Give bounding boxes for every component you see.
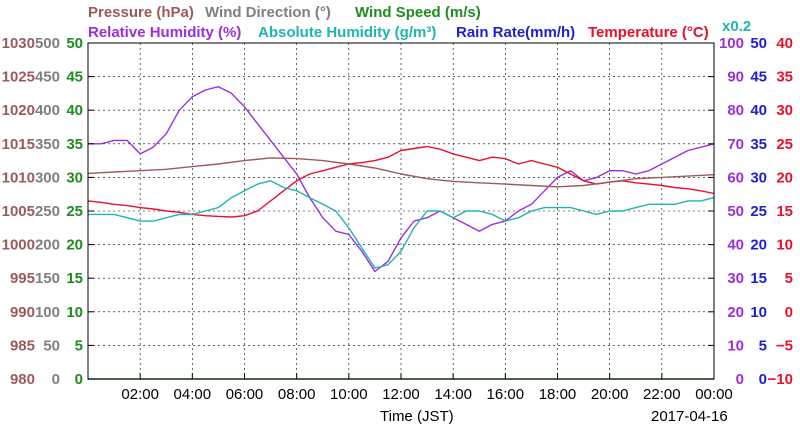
x-axis-label: Time (JST) xyxy=(380,408,454,425)
right-tick-label: 25 xyxy=(776,136,793,153)
right-tick-label: 15 xyxy=(776,203,793,220)
x-tick-label: 04:00 xyxy=(174,386,212,403)
right-tick-label: 20 xyxy=(727,304,744,321)
x-tick-label: 12:00 xyxy=(382,386,420,403)
series-line-pressure-hpa xyxy=(87,157,715,188)
left-tick-label: 20 xyxy=(66,237,83,254)
left-tick-label: 995 xyxy=(10,270,35,287)
right-tick-label: 80 xyxy=(727,102,744,119)
x-axis-ticks: 02:00 04:00 06:00 08:00 10:00 12:00 14:00 16:00… xyxy=(121,373,733,403)
series-line-relative-humidity xyxy=(88,85,715,273)
right-tick-label: 40 xyxy=(776,35,793,52)
x-tick-label: 02:00 xyxy=(121,386,159,403)
right-tick-label: 70 xyxy=(727,136,744,153)
left-tick-label: 350 xyxy=(35,136,60,153)
left-tick-label: 25 xyxy=(66,203,83,220)
right-tick-label: 60 xyxy=(727,169,744,186)
x-tick-label: 20:00 xyxy=(591,386,629,403)
left-tick-label: 300 xyxy=(35,169,60,186)
right-tick-label: 50 xyxy=(727,203,744,220)
left-tick-label: 50 xyxy=(66,35,83,52)
left-tick-label: 30 xyxy=(66,169,83,186)
right-tick-label: 5 xyxy=(759,337,767,354)
left-tick-label: 500 xyxy=(35,35,60,52)
right-tick-label: 40 xyxy=(727,237,744,254)
right-tick-label: −5 xyxy=(776,337,793,354)
legend-wind-direction: Wind Direction (°) xyxy=(205,4,331,21)
right-tick-label: 35 xyxy=(750,136,767,153)
x-tick-label: 00:00 xyxy=(695,386,733,403)
left-tick-label: 400 xyxy=(35,102,60,119)
right-tick-label: 30 xyxy=(727,270,744,287)
left-tick-label: 1030 xyxy=(2,35,35,52)
right-axis-ticks: 1009080706050403020100504540353025201510… xyxy=(708,35,793,388)
left-tick-label: 250 xyxy=(35,203,60,220)
left-tick-label: 40 xyxy=(66,102,83,119)
x-tick-label: 14:00 xyxy=(434,386,472,403)
left-tick-label: 100 xyxy=(35,304,60,321)
legend-absolute-humidity: Absolute Humidity (g/m³) xyxy=(258,24,436,41)
legend-temperature: Temperature (°C) xyxy=(588,24,709,41)
left-tick-label: 150 xyxy=(35,270,60,287)
right-tick-label: 40 xyxy=(750,102,767,119)
right-tick-label: 90 xyxy=(727,69,744,86)
left-tick-label: 35 xyxy=(66,136,83,153)
left-tick-label: 0 xyxy=(75,371,83,388)
series-lines xyxy=(87,85,715,380)
right-tick-label: 20 xyxy=(750,237,767,254)
left-tick-label: 0 xyxy=(52,371,60,388)
date-label: 2017-04-16 xyxy=(651,408,728,425)
series-line-absolute-humidity-g-m xyxy=(88,180,715,269)
right-tick-label: 10 xyxy=(776,237,793,254)
left-tick-label: 1005 xyxy=(2,203,35,220)
right-tick-label: 0 xyxy=(736,371,744,388)
left-tick-label: 15 xyxy=(66,270,83,287)
right-tick-label: 10 xyxy=(750,304,767,321)
left-tick-label: 10 xyxy=(66,304,83,321)
left-tick-label: 990 xyxy=(10,304,35,321)
x-tick-label: 10:00 xyxy=(330,386,368,403)
right-tick-label: 5 xyxy=(785,270,793,287)
left-tick-label: 1010 xyxy=(2,169,35,186)
left-tick-label: 1015 xyxy=(2,136,35,153)
grid xyxy=(88,43,714,379)
x-tick-label: 16:00 xyxy=(487,386,525,403)
series-line-temperature-c xyxy=(87,145,715,218)
right-tick-label: 100 xyxy=(719,35,744,52)
right-tick-label: 30 xyxy=(750,169,767,186)
right-tick-label: 0 xyxy=(759,371,767,388)
left-tick-label: 50 xyxy=(43,337,60,354)
x-tick-label: 18:00 xyxy=(539,386,577,403)
right-tick-label: 25 xyxy=(750,203,767,220)
left-tick-label: 980 xyxy=(10,371,35,388)
left-tick-label: 450 xyxy=(35,69,60,86)
left-tick-label: 5 xyxy=(75,337,83,354)
right-tick-label: 30 xyxy=(776,102,793,119)
legend-pressure: Pressure (hPa) xyxy=(88,4,194,21)
left-tick-label: 1000 xyxy=(2,237,35,254)
left-tick-label: 985 xyxy=(10,337,35,354)
left-tick-label: 200 xyxy=(35,237,60,254)
left-tick-label: 45 xyxy=(66,69,83,86)
right-tick-label: 20 xyxy=(776,169,793,186)
x-tick-label: 22:00 xyxy=(643,386,681,403)
x-tick-label: 06:00 xyxy=(226,386,264,403)
left-axis-ticks: 1030102510201015101010051000995990985980… xyxy=(2,35,94,388)
right-tick-label: 0 xyxy=(785,304,793,321)
right-tick-label: 45 xyxy=(750,69,767,86)
right-tick-label: 50 xyxy=(750,35,767,52)
x-tick-label: 08:00 xyxy=(278,386,316,403)
left-tick-label: 1020 xyxy=(2,102,35,119)
right-tick-label: −10 xyxy=(768,371,793,388)
right-tick-label: 15 xyxy=(750,270,767,287)
right-tick-label: 10 xyxy=(727,337,744,354)
left-tick-label: 1025 xyxy=(2,69,35,86)
legend-relative-humidity: Relative Humidity (%) xyxy=(88,24,241,41)
right-tick-label: 35 xyxy=(776,69,793,86)
legend-rain-rate: Rain Rate(mm/h) xyxy=(456,24,575,41)
legend-scale-note: x0.2 xyxy=(722,18,751,35)
legend-wind-speed: Wind Speed (m/s) xyxy=(355,4,481,21)
